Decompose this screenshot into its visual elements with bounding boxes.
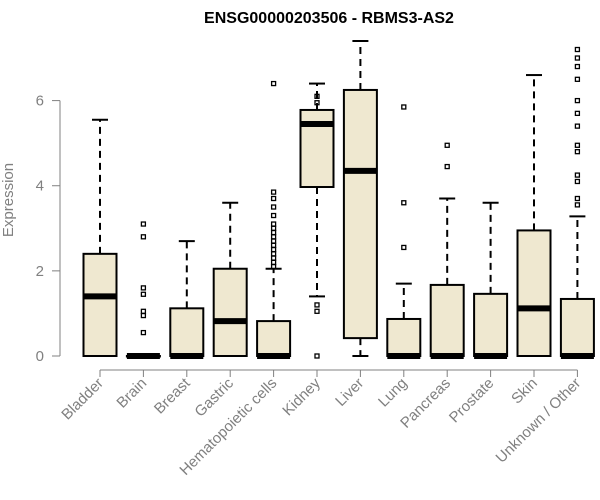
y-axis: 0 2 4 6 — [36, 93, 61, 365]
iqr-box — [559, 297, 595, 358]
outlier-point — [574, 76, 581, 82]
box-group — [169, 240, 205, 359]
y-tick-label: 0 — [36, 348, 44, 365]
iqr-box — [256, 320, 292, 358]
outlier-point — [574, 63, 581, 70]
outlier-point — [574, 123, 581, 129]
box-group — [212, 201, 248, 357]
x-tick-label: Skin — [508, 375, 541, 408]
outlier-point — [401, 104, 407, 110]
box-group — [516, 74, 552, 357]
outlier-point — [574, 110, 581, 117]
outlier-point — [401, 200, 407, 206]
outlier-point — [270, 263, 277, 270]
chart-title: ENSG00000203506 - RBMS3-AS2 — [204, 10, 454, 27]
outlier-point — [574, 46, 581, 53]
outlier-point — [574, 97, 581, 104]
iqr-box — [429, 283, 465, 358]
outlier-point — [270, 212, 277, 219]
outlier-point — [270, 234, 277, 240]
box-group — [299, 82, 335, 359]
y-tick-label: 2 — [36, 263, 44, 280]
outlier-point — [140, 312, 147, 319]
iqr-box — [82, 252, 118, 358]
outlier-point — [140, 291, 147, 297]
outlier-point — [270, 255, 277, 261]
outlier-point — [314, 100, 320, 106]
outlier-point — [270, 80, 277, 87]
x-tick-label: Prostate — [446, 375, 498, 427]
outlier-point — [314, 93, 320, 99]
x-tick-label: Breast — [151, 374, 194, 417]
box-group — [125, 221, 161, 359]
outlier-point — [574, 149, 581, 155]
iqr-box — [169, 307, 205, 357]
outlier-point — [574, 178, 581, 185]
outlier-point — [574, 172, 581, 178]
box-group — [559, 46, 595, 359]
x-tick-label: Lung — [375, 375, 411, 411]
outlier-point — [574, 202, 581, 208]
iqr-box — [473, 292, 509, 357]
outlier-point — [314, 353, 320, 359]
x-tick-label: Brain — [113, 375, 150, 412]
outlier-point — [140, 234, 147, 240]
outlier-point — [140, 329, 147, 336]
iqr-box — [212, 267, 248, 357]
outlier-point — [574, 195, 581, 202]
outlier-point — [140, 308, 147, 314]
box-group — [473, 201, 509, 359]
y-axis-label: Expression — [0, 163, 17, 237]
outlier-point — [140, 221, 147, 227]
outlier-point — [270, 189, 277, 195]
outlier-point — [574, 142, 581, 148]
outlier-point — [314, 302, 320, 308]
outlier-point — [270, 225, 277, 231]
y-tick-label: 4 — [36, 178, 44, 195]
iqr-box — [342, 88, 378, 340]
outlier-point — [270, 238, 277, 244]
outlier-point — [314, 308, 320, 314]
outlier-point — [140, 285, 147, 291]
iqr-box — [386, 317, 422, 357]
outlier-point — [270, 204, 277, 210]
box-group — [82, 118, 118, 358]
box-group — [386, 104, 422, 359]
x-tick-label: Liver — [332, 375, 367, 410]
x-tick-label: Kidney — [279, 374, 324, 419]
y-tick-label: 6 — [36, 93, 44, 110]
iqr-box — [516, 229, 552, 357]
outlier-point — [270, 229, 277, 236]
outlier-point — [270, 221, 277, 227]
outlier-point — [270, 242, 277, 248]
outlier-point — [270, 246, 277, 253]
outlier-point — [270, 195, 277, 202]
box-group — [256, 80, 292, 359]
boxes-group — [82, 40, 595, 359]
x-tick-label: Bladder — [58, 375, 107, 424]
outlier-point — [270, 259, 277, 266]
outlier-point — [401, 244, 407, 251]
outlier-point — [444, 163, 450, 170]
outlier-point — [574, 55, 581, 61]
box-group — [429, 142, 465, 359]
outlier-point — [444, 142, 450, 148]
box-group — [342, 40, 378, 357]
outlier-point — [270, 251, 277, 257]
